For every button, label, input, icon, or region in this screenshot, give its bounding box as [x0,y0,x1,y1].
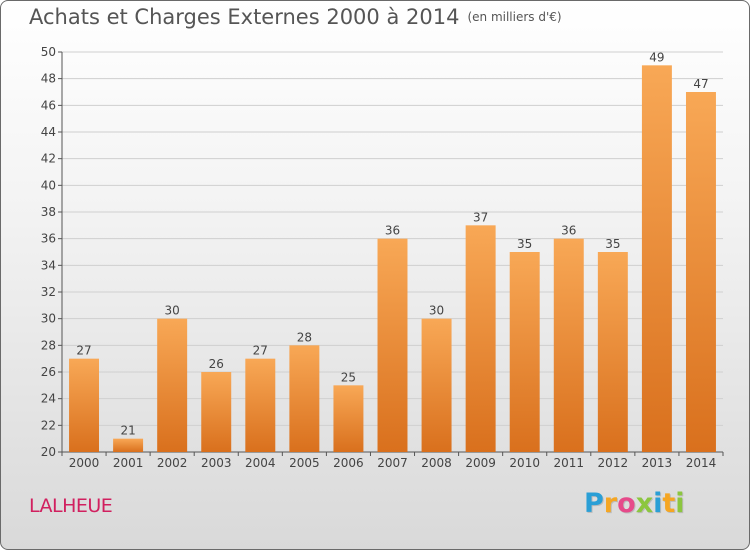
y-tick-label: 40 [41,178,56,192]
data-label: 35 [605,237,620,251]
bar [333,385,364,452]
y-tick-label: 50 [41,45,56,59]
unit-label: (en milliers d'€) [467,10,562,24]
y-tick-label: 46 [41,98,56,112]
logo-letter: r [603,488,618,519]
x-tick-label: 2004 [245,456,276,470]
x-tick-label: 2010 [509,456,540,470]
logo-letter: i [675,488,685,519]
data-label: 35 [517,237,532,251]
proxiti-logo: Proxiti [584,488,685,519]
data-label: 30 [429,304,444,318]
bar [69,358,100,452]
bar [289,345,320,452]
data-label: 30 [165,304,180,318]
data-label: 49 [649,50,664,64]
x-tick-label: 2009 [465,456,496,470]
data-label: 28 [297,330,312,344]
y-tick-label: 24 [41,392,56,406]
bar [509,252,540,452]
bar [641,65,672,452]
x-tick-label: 2001 [113,456,144,470]
data-label: 27 [253,344,268,358]
bar [553,238,584,452]
bar [685,92,716,452]
bar [377,238,408,452]
y-tick-label: 32 [41,285,56,299]
y-tick-label: 28 [41,338,56,352]
data-label: 21 [120,424,135,438]
data-label: 47 [693,77,708,91]
y-tick-label: 22 [41,418,56,432]
bar [421,318,452,452]
x-tick-label: 2013 [642,456,673,470]
x-tick-label: 2006 [333,456,364,470]
logo-letter: P [584,488,604,519]
y-tick-label: 48 [41,72,56,86]
chart-title: Achats et Charges Externes 2000 à 2014 (e… [29,5,562,29]
y-tick-label: 26 [41,365,56,379]
logo-letter: o [617,488,636,519]
logo-letter: i [653,488,663,519]
logo-letter: t [662,488,676,519]
x-tick-label: 2007 [377,456,408,470]
commune-name: LALHEUE [29,495,113,517]
data-label: 36 [561,224,576,238]
y-tick-label: 30 [41,312,56,326]
y-tick-label: 36 [41,232,56,246]
x-tick-label: 2005 [289,456,320,470]
y-tick-label: 44 [41,125,56,139]
x-tick-label: 2002 [157,456,188,470]
data-label: 26 [209,357,224,371]
x-tick-label: 2000 [69,456,100,470]
bar [157,318,188,452]
bar [465,225,496,452]
logo-letter: x [635,488,654,519]
data-label: 25 [341,370,356,384]
title-text: Achats et Charges Externes 2000 à 2014 [29,5,460,29]
x-tick-label: 2003 [201,456,232,470]
bar [113,438,144,452]
bar [245,358,276,452]
x-tick-label: 2011 [553,456,584,470]
x-tick-label: 2008 [421,456,452,470]
data-label: 27 [76,344,91,358]
x-tick-label: 2012 [598,456,629,470]
x-tick-label: 2014 [686,456,717,470]
y-tick-label: 20 [41,445,56,459]
y-tick-label: 42 [41,152,56,166]
bar [201,372,232,452]
data-label: 37 [473,210,488,224]
bar [597,252,628,452]
y-tick-label: 34 [41,258,56,272]
y-tick-label: 38 [41,205,56,219]
data-label: 36 [385,224,400,238]
